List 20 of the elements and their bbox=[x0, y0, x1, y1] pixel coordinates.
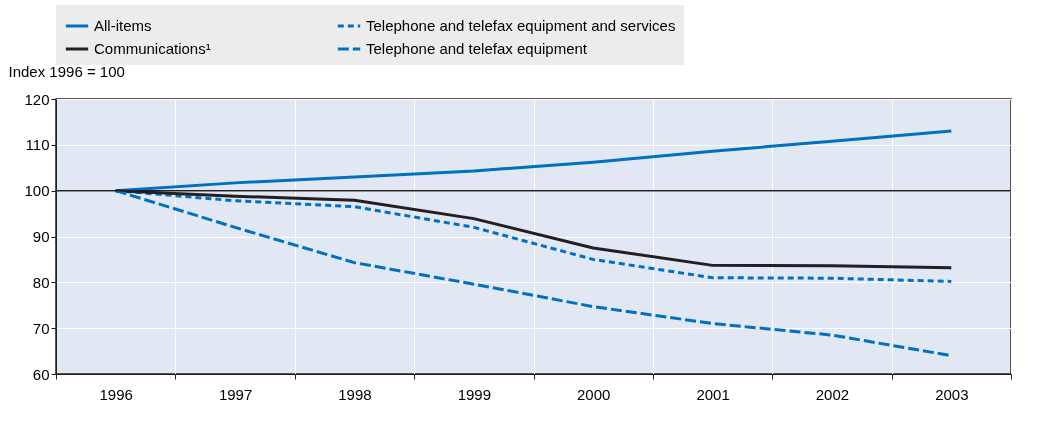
x-tick-label: 1997 bbox=[218, 385, 253, 403]
y-tick-label: 90 bbox=[32, 228, 50, 245]
x-tick-label: 2000 bbox=[577, 385, 611, 403]
x-tick-label: 2002 bbox=[815, 385, 850, 403]
y-axis-title: Index 1996 = 100 bbox=[8, 62, 125, 80]
legend-label: Telephone and telefax equipment bbox=[366, 40, 588, 57]
y-tick-label: 70 bbox=[32, 319, 50, 337]
legend-label: Communications¹ bbox=[94, 40, 211, 57]
legend-label: All-items bbox=[94, 17, 152, 34]
x-tick-label: 2001 bbox=[696, 385, 730, 403]
y-tick-label: 100 bbox=[24, 182, 50, 200]
y-tick-label: 120 bbox=[24, 90, 50, 108]
x-tick-label: 1999 bbox=[457, 385, 491, 403]
x-tick-label: 1998 bbox=[338, 385, 372, 403]
x-tick-label: 2003 bbox=[935, 385, 969, 403]
x-tick-label: 1996 bbox=[99, 385, 133, 403]
y-tick-label: 110 bbox=[25, 136, 50, 154]
y-tick-label: 80 bbox=[32, 273, 50, 291]
legend-label: Telephone and telefax equipment and services bbox=[366, 17, 676, 34]
y-tick-label: 60 bbox=[32, 365, 50, 383]
